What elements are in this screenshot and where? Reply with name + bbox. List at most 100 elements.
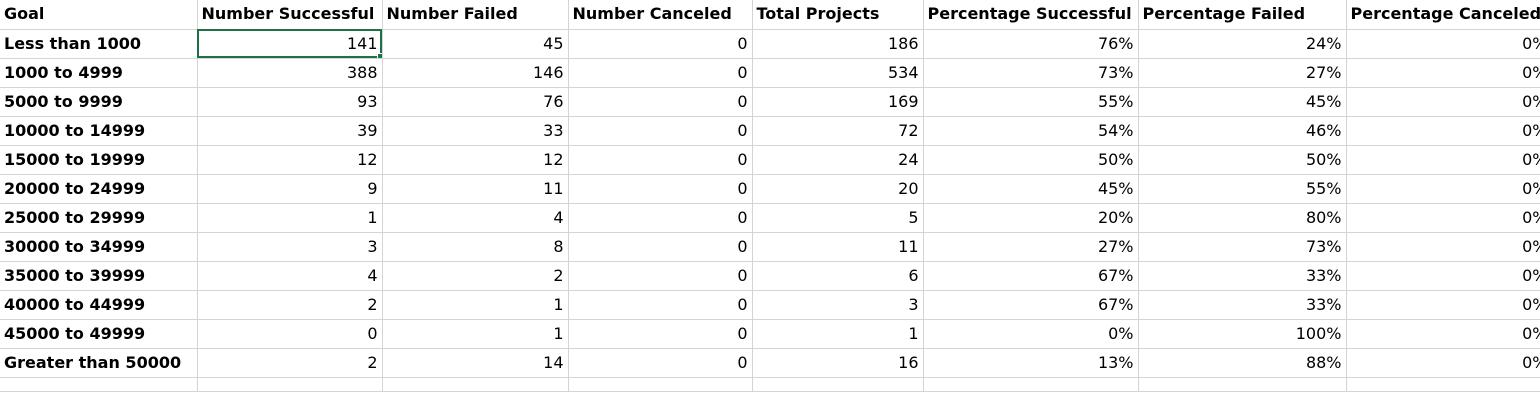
goal-cell[interactable]: 10000 to 14999: [0, 116, 198, 146]
number-failed-cell[interactable]: 1: [382, 319, 569, 349]
number-successful-cell[interactable]: 39: [197, 116, 383, 146]
percentage-failed-cell[interactable]: 33%: [1138, 261, 1347, 291]
percentage-successful-cell[interactable]: 55%: [923, 87, 1139, 117]
total-projects-cell[interactable]: 1: [752, 319, 924, 349]
empty-cell[interactable]: [752, 377, 924, 392]
empty-cell[interactable]: [0, 377, 198, 392]
percentage-failed-cell[interactable]: 27%: [1138, 58, 1347, 88]
number-canceled-cell[interactable]: 0: [568, 29, 753, 59]
number-canceled-cell[interactable]: 0: [568, 203, 753, 233]
goal-cell[interactable]: Less than 1000: [0, 29, 198, 59]
number-successful-cell[interactable]: 93: [197, 87, 383, 117]
number-failed-cell[interactable]: 12: [382, 145, 569, 175]
percentage-canceled-cell[interactable]: 0%: [1346, 58, 1540, 88]
goal-cell[interactable]: Greater than 50000: [0, 348, 198, 378]
number-canceled-cell[interactable]: 0: [568, 348, 753, 378]
percentage-successful-cell[interactable]: 27%: [923, 232, 1139, 262]
percentage-canceled-cell[interactable]: 0%: [1346, 203, 1540, 233]
percentage-failed-cell[interactable]: 88%: [1138, 348, 1347, 378]
number-canceled-cell[interactable]: 0: [568, 319, 753, 349]
percentage-canceled-cell[interactable]: 0%: [1346, 174, 1540, 204]
header-percentage-successful[interactable]: Percentage Successful: [923, 0, 1139, 30]
total-projects-cell[interactable]: 20: [752, 174, 924, 204]
goal-cell[interactable]: 15000 to 19999: [0, 145, 198, 175]
header-goal[interactable]: Goal: [0, 0, 198, 30]
total-projects-cell[interactable]: 11: [752, 232, 924, 262]
selected-cell[interactable]: 141: [197, 29, 383, 59]
number-canceled-cell[interactable]: 0: [568, 261, 753, 291]
percentage-canceled-cell[interactable]: 0%: [1346, 116, 1540, 146]
percentage-failed-cell[interactable]: 45%: [1138, 87, 1347, 117]
number-failed-cell[interactable]: 11: [382, 174, 569, 204]
percentage-successful-cell[interactable]: 76%: [923, 29, 1139, 59]
number-successful-cell[interactable]: 2: [197, 348, 383, 378]
goal-cell[interactable]: 45000 to 49999: [0, 319, 198, 349]
goal-cell[interactable]: 1000 to 4999: [0, 58, 198, 88]
goal-cell[interactable]: 35000 to 39999: [0, 261, 198, 291]
header-number-successful[interactable]: Number Successful: [197, 0, 383, 30]
number-canceled-cell[interactable]: 0: [568, 290, 753, 320]
number-failed-cell[interactable]: 45: [382, 29, 569, 59]
percentage-successful-cell[interactable]: 45%: [923, 174, 1139, 204]
header-percentage-failed[interactable]: Percentage Failed: [1138, 0, 1347, 30]
percentage-canceled-cell[interactable]: 0%: [1346, 261, 1540, 291]
percentage-failed-cell[interactable]: 24%: [1138, 29, 1347, 59]
number-successful-cell[interactable]: 4: [197, 261, 383, 291]
percentage-successful-cell[interactable]: 67%: [923, 261, 1139, 291]
percentage-canceled-cell[interactable]: 0%: [1346, 319, 1540, 349]
goal-cell[interactable]: 20000 to 24999: [0, 174, 198, 204]
number-canceled-cell[interactable]: 0: [568, 87, 753, 117]
empty-cell[interactable]: [1138, 377, 1347, 392]
goal-cell[interactable]: 25000 to 29999: [0, 203, 198, 233]
goal-cell[interactable]: 5000 to 9999: [0, 87, 198, 117]
number-successful-cell[interactable]: 9: [197, 174, 383, 204]
percentage-failed-cell[interactable]: 46%: [1138, 116, 1347, 146]
number-failed-cell[interactable]: 33: [382, 116, 569, 146]
number-failed-cell[interactable]: 8: [382, 232, 569, 262]
total-projects-cell[interactable]: 186: [752, 29, 924, 59]
number-canceled-cell[interactable]: 0: [568, 145, 753, 175]
percentage-failed-cell[interactable]: 33%: [1138, 290, 1347, 320]
percentage-successful-cell[interactable]: 54%: [923, 116, 1139, 146]
percentage-canceled-cell[interactable]: 0%: [1346, 87, 1540, 117]
number-failed-cell[interactable]: 2: [382, 261, 569, 291]
percentage-successful-cell[interactable]: 13%: [923, 348, 1139, 378]
number-failed-cell[interactable]: 76: [382, 87, 569, 117]
number-canceled-cell[interactable]: 0: [568, 116, 753, 146]
header-number-canceled[interactable]: Number Canceled: [568, 0, 753, 30]
number-successful-cell[interactable]: 388: [197, 58, 383, 88]
goal-cell[interactable]: 30000 to 34999: [0, 232, 198, 262]
percentage-canceled-cell[interactable]: 0%: [1346, 145, 1540, 175]
total-projects-cell[interactable]: 24: [752, 145, 924, 175]
empty-cell[interactable]: [197, 377, 383, 392]
empty-cell[interactable]: [1346, 377, 1540, 392]
percentage-canceled-cell[interactable]: 0%: [1346, 290, 1540, 320]
number-successful-cell[interactable]: 0: [197, 319, 383, 349]
percentage-canceled-cell[interactable]: 0%: [1346, 348, 1540, 378]
header-percentage-canceled[interactable]: Percentage Canceled: [1346, 0, 1540, 30]
total-projects-cell[interactable]: 169: [752, 87, 924, 117]
percentage-failed-cell[interactable]: 80%: [1138, 203, 1347, 233]
number-successful-cell[interactable]: 3: [197, 232, 383, 262]
empty-cell[interactable]: [568, 377, 753, 392]
number-failed-cell[interactable]: 4: [382, 203, 569, 233]
percentage-failed-cell[interactable]: 73%: [1138, 232, 1347, 262]
number-successful-cell[interactable]: 12: [197, 145, 383, 175]
number-successful-cell[interactable]: 1: [197, 203, 383, 233]
percentage-successful-cell[interactable]: 0%: [923, 319, 1139, 349]
total-projects-cell[interactable]: 6: [752, 261, 924, 291]
percentage-canceled-cell[interactable]: 0%: [1346, 232, 1540, 262]
percentage-failed-cell[interactable]: 55%: [1138, 174, 1347, 204]
percentage-successful-cell[interactable]: 50%: [923, 145, 1139, 175]
header-total-projects[interactable]: Total Projects: [752, 0, 924, 30]
number-canceled-cell[interactable]: 0: [568, 58, 753, 88]
percentage-successful-cell[interactable]: 73%: [923, 58, 1139, 88]
empty-cell[interactable]: [382, 377, 569, 392]
total-projects-cell[interactable]: 534: [752, 58, 924, 88]
number-failed-cell[interactable]: 146: [382, 58, 569, 88]
empty-cell[interactable]: [923, 377, 1139, 392]
total-projects-cell[interactable]: 5: [752, 203, 924, 233]
total-projects-cell[interactable]: 3: [752, 290, 924, 320]
percentage-successful-cell[interactable]: 20%: [923, 203, 1139, 233]
header-number-failed[interactable]: Number Failed: [382, 0, 569, 30]
